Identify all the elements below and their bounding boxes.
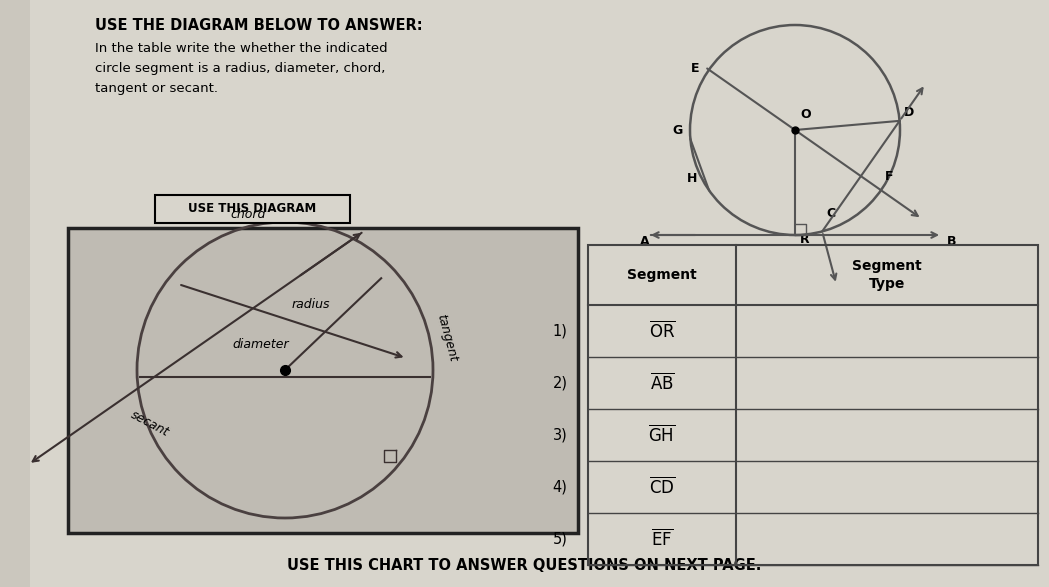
Text: Segment: Segment xyxy=(627,268,697,282)
Text: R: R xyxy=(800,233,810,246)
Text: A: A xyxy=(640,235,649,248)
Text: tangent or secant.: tangent or secant. xyxy=(95,82,218,95)
Text: G: G xyxy=(672,124,683,137)
Text: chord: chord xyxy=(230,208,265,221)
Text: Segment
Type: Segment Type xyxy=(852,259,922,291)
Text: 5): 5) xyxy=(553,531,568,546)
Text: $\overline{\mathrm{AB}}$: $\overline{\mathrm{AB}}$ xyxy=(649,373,675,393)
Text: 2): 2) xyxy=(553,376,568,390)
Text: tangent: tangent xyxy=(434,312,459,363)
Text: USE THE DIAGRAM BELOW TO ANSWER:: USE THE DIAGRAM BELOW TO ANSWER: xyxy=(95,18,423,33)
Text: $\overline{\mathrm{EF}}$: $\overline{\mathrm{EF}}$ xyxy=(651,528,673,549)
Text: USE THIS CHART TO ANSWER QUESTIONS ON NEXT PAGE.: USE THIS CHART TO ANSWER QUESTIONS ON NE… xyxy=(286,558,762,572)
Bar xyxy=(68,228,578,533)
Text: B: B xyxy=(947,235,957,248)
Text: O: O xyxy=(800,108,811,121)
Text: diameter: diameter xyxy=(232,338,288,351)
Text: In the table write the whether the indicated: In the table write the whether the indic… xyxy=(95,42,388,55)
Bar xyxy=(588,245,1039,565)
Text: 4): 4) xyxy=(553,480,568,494)
Text: $\overline{\mathrm{OR}}$: $\overline{\mathrm{OR}}$ xyxy=(648,321,676,342)
Text: 1): 1) xyxy=(553,323,568,339)
Text: D: D xyxy=(903,106,914,119)
Text: F: F xyxy=(885,170,894,183)
Text: USE THIS DIAGRAM: USE THIS DIAGRAM xyxy=(188,203,316,215)
Text: E: E xyxy=(691,62,700,75)
Text: $\overline{\mathrm{GH}}$: $\overline{\mathrm{GH}}$ xyxy=(648,424,676,446)
Text: radius: radius xyxy=(292,298,330,311)
Text: secant: secant xyxy=(128,408,171,439)
Text: H: H xyxy=(687,172,698,185)
Bar xyxy=(155,195,350,223)
Text: 3): 3) xyxy=(553,427,568,443)
Text: $\overline{\mathrm{CD}}$: $\overline{\mathrm{CD}}$ xyxy=(648,477,676,497)
Text: C: C xyxy=(827,207,835,221)
Text: circle segment is a radius, diameter, chord,: circle segment is a radius, diameter, ch… xyxy=(95,62,385,75)
